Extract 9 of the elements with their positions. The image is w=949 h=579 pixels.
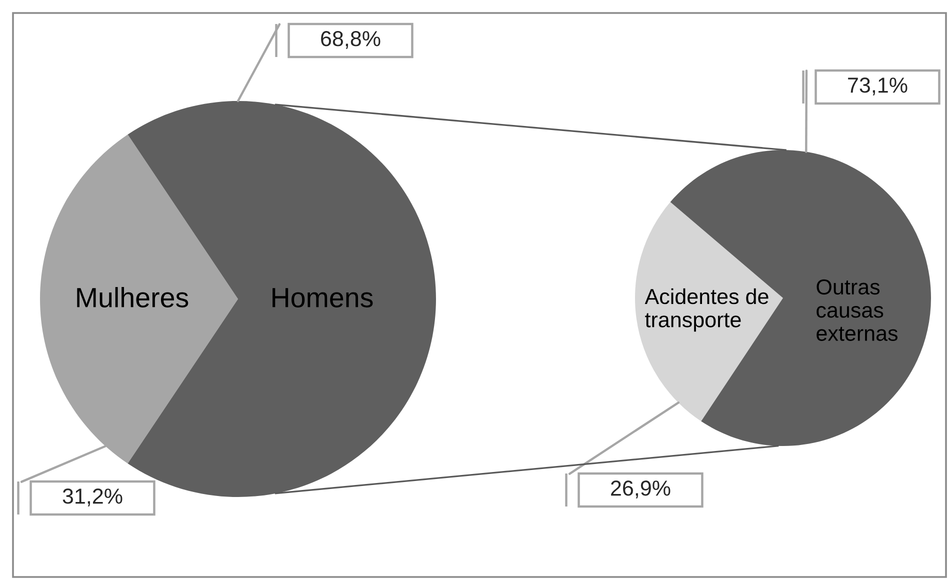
slice-label: Mulheres (77, 287, 188, 308)
data-label: 73,1% (848, 78, 908, 96)
slice-label: Acidentes de transporte (644, 288, 768, 332)
data-label: 26,9% (611, 480, 670, 498)
data-label: 68,8% (321, 31, 380, 49)
data-label: 31,2% (62, 488, 122, 506)
slice-label: Outras causas externas (816, 279, 898, 341)
pie-slice (635, 202, 783, 422)
slice-label: Homens (272, 288, 373, 308)
